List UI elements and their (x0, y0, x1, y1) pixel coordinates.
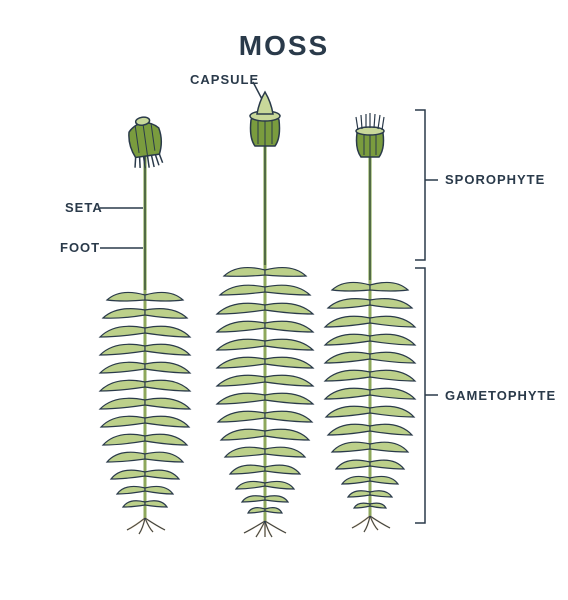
label-sporophyte: SPOROPHYTE (445, 172, 545, 187)
moss-plant-1 (95, 100, 205, 540)
moss-plant-2 (210, 85, 330, 545)
label-gametophyte: GAMETOPHYTE (445, 388, 556, 403)
moss-plant-3 (320, 100, 430, 540)
diagram-title: MOSS (0, 30, 568, 62)
